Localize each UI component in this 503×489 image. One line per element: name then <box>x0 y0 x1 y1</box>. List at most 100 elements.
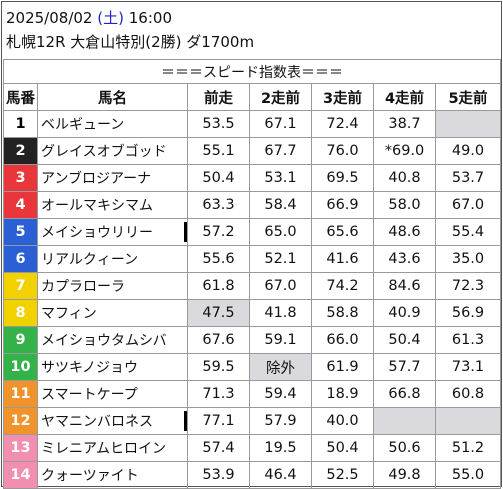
speed-index-cell: 18.9 <box>311 380 374 408</box>
speed-index-cell: 41.8 <box>249 299 312 327</box>
speed-index-cell: 40.8 <box>373 164 436 192</box>
horse-number: 6 <box>3 245 38 273</box>
speed-index-cell: 50.4 <box>187 164 250 192</box>
horse-number: 2 <box>3 137 38 165</box>
speed-index-cell: 57.7 <box>373 353 436 381</box>
speed-index-cell: 55.0 <box>435 461 501 489</box>
column-header-last: 前走 <box>187 83 250 111</box>
horse-number: 12 <box>3 407 38 435</box>
table-row: 13 ミレニアムヒロイン 57.4 19.5 50.4 50.6 51.2 <box>3 434 501 462</box>
speed-index-cell: 65.6 <box>311 218 374 246</box>
column-header-2nd: 2走前 <box>249 83 312 111</box>
speed-index-cell: 67.7 <box>249 137 312 165</box>
table-row: 7 カプラローラ 61.8 67.0 74.2 84.6 72.3 <box>3 272 501 300</box>
speed-index-cell: 56.9 <box>435 299 501 327</box>
speed-index-cell: 67.0 <box>249 272 312 300</box>
speed-index-cell: 77.1 <box>187 407 250 435</box>
speed-index-cell: 73.1 <box>435 353 501 381</box>
speed-index-table: ＝＝＝スピード指数表＝＝＝ 馬番 馬名 前走 2走前 3走前 4走前 5走前 1… <box>3 59 501 489</box>
horse-name: オールマキシマム <box>37 191 188 219</box>
speed-index-cell: 67.6 <box>187 326 250 354</box>
speed-index-cell: 53.5 <box>187 110 250 138</box>
horse-number: 5 <box>3 218 38 246</box>
horse-number: 10 <box>3 353 38 381</box>
speed-index-cell: 65.0 <box>249 218 312 246</box>
horse-number: 13 <box>3 434 38 462</box>
speed-index-cell: 61.3 <box>435 326 501 354</box>
horse-number: 4 <box>3 191 38 219</box>
table-row: 11 スマートケープ 71.3 59.4 18.9 66.8 60.8 <box>3 380 501 408</box>
speed-index-cell: 41.6 <box>311 245 374 273</box>
race-weekday: (土) <box>97 9 124 27</box>
speed-index-cell: 40.9 <box>373 299 436 327</box>
speed-index-cell <box>435 407 501 435</box>
horse-name: アンブロジアーナ <box>37 164 188 192</box>
speed-index-cell: 57.9 <box>249 407 312 435</box>
speed-index-cell: 72.4 <box>311 110 374 138</box>
table-title: ＝＝＝スピード指数表＝＝＝ <box>3 59 501 84</box>
table-row: 8 マフィン 47.5 41.8 58.8 40.9 56.9 <box>3 299 501 327</box>
table-row: 2 グレイスオブゴッド 55.1 67.7 76.0 *69.0 49.0 <box>3 137 501 165</box>
horse-name: サツキノジョウ <box>37 353 188 381</box>
race-name: 札幌12R 大倉山特別(2勝) ダ1700m <box>6 33 255 51</box>
speed-index-cell <box>435 110 501 138</box>
horse-number: 11 <box>3 380 38 408</box>
speed-index-cell: 53.1 <box>249 164 312 192</box>
speed-index-cell: 58.0 <box>373 191 436 219</box>
speed-index-cell: 53.9 <box>187 461 250 489</box>
speed-index-cell: 61.8 <box>187 272 250 300</box>
speed-index-cell: 72.3 <box>435 272 501 300</box>
speed-index-cell: 52.1 <box>249 245 312 273</box>
speed-index-cell: 35.0 <box>435 245 501 273</box>
speed-index-cell: 57.2 <box>187 218 250 246</box>
speed-index-cell: 59.1 <box>249 326 312 354</box>
speed-index-cell: 55.6 <box>187 245 250 273</box>
speed-index-cell: 67.0 <box>435 191 501 219</box>
horse-number: 7 <box>3 272 38 300</box>
table-row: 1 ベルギューン 53.5 67.1 72.4 38.7 <box>3 110 501 138</box>
horse-name: マフィン <box>37 299 188 327</box>
column-header-4th: 4走前 <box>373 83 436 111</box>
speed-index-cell: 50.4 <box>373 326 436 354</box>
speed-index-cell: 66.9 <box>311 191 374 219</box>
speed-index-cell: 47.5 <box>187 299 250 327</box>
table-row: 6 リアルクィーン 55.6 52.1 41.6 43.6 35.0 <box>3 245 501 273</box>
horse-name: スマートケープ <box>37 380 188 408</box>
table-row: 3 アンブロジアーナ 50.4 53.1 69.5 40.8 53.7 <box>3 164 501 192</box>
speed-index-cell: 46.4 <box>249 461 312 489</box>
horse-number: 8 <box>3 299 38 327</box>
speed-index-cell: 63.3 <box>187 191 250 219</box>
horse-number: 1 <box>3 110 38 138</box>
speed-index-cell: 43.6 <box>373 245 436 273</box>
speed-index-cell: 40.0 <box>311 407 374 435</box>
speed-index-cell <box>373 407 436 435</box>
horse-name: メイショウリリー <box>37 218 188 246</box>
speed-index-cell: 51.2 <box>435 434 501 462</box>
speed-index-cell: 58.4 <box>249 191 312 219</box>
speed-index-cell: 71.3 <box>187 380 250 408</box>
table-row: 4 オールマキシマム 63.3 58.4 66.9 58.0 67.0 <box>3 191 501 219</box>
speed-index-cell: 48.6 <box>373 218 436 246</box>
speed-index-cell: 50.4 <box>311 434 374 462</box>
speed-index-cell: 38.7 <box>373 110 436 138</box>
table-row: 14 クォーツァイト 53.9 46.4 52.5 49.8 55.0 <box>3 461 501 489</box>
speed-index-cell: 50.6 <box>373 434 436 462</box>
speed-index-cell: 84.6 <box>373 272 436 300</box>
horse-name: クォーツァイト <box>37 461 188 489</box>
speed-index-cell: 59.4 <box>249 380 312 408</box>
speed-index-cell: 19.5 <box>249 434 312 462</box>
table-row: 5 メイショウリリー 57.2 65.0 65.6 48.6 55.4 <box>3 218 501 246</box>
speed-index-cell: 52.5 <box>311 461 374 489</box>
column-header-5th: 5走前 <box>435 83 501 111</box>
speed-index-cell: 除外 <box>249 353 312 381</box>
horse-name: ベルギューン <box>37 110 188 138</box>
speed-index-cell: 49.8 <box>373 461 436 489</box>
speed-index-cell: 69.5 <box>311 164 374 192</box>
speed-index-cell: 74.2 <box>311 272 374 300</box>
horse-name: グレイスオブゴッド <box>37 137 188 165</box>
horse-name: メイショウタムシバ <box>37 326 188 354</box>
speed-index-cell: 60.8 <box>435 380 501 408</box>
horse-number: 9 <box>3 326 38 354</box>
speed-index-cell: 49.0 <box>435 137 501 165</box>
